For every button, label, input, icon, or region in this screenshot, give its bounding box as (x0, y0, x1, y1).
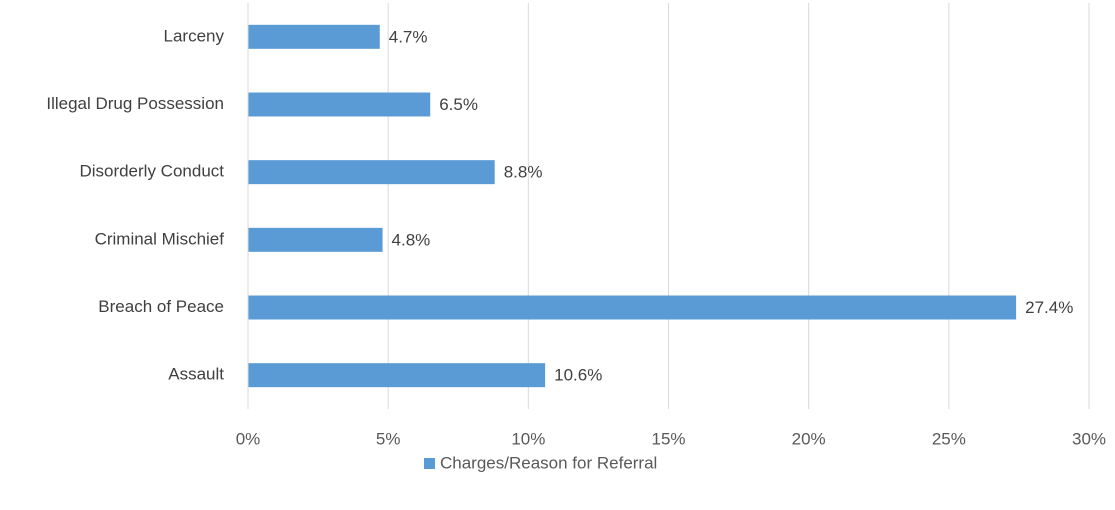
y-tick-label: Larceny (164, 26, 225, 45)
x-tick-label: 0% (236, 429, 261, 448)
y-tick-label: Breach of Peace (98, 297, 224, 316)
x-tick-label: 30% (1072, 429, 1106, 448)
bar (248, 227, 383, 252)
value-label: 8.8% (504, 163, 543, 182)
bar (248, 160, 495, 185)
value-label: 4.7% (389, 27, 428, 46)
x-tick-label: 5% (376, 429, 401, 448)
bar (248, 92, 431, 117)
x-tick-label: 15% (651, 429, 685, 448)
x-tick-label: 20% (792, 429, 826, 448)
y-tick-label: Assault (168, 365, 224, 384)
value-label: 10.6% (554, 366, 602, 385)
y-tick-label: Criminal Mischief (95, 229, 225, 248)
legend-label: Charges/Reason for Referral (440, 453, 657, 472)
bar (248, 363, 546, 388)
bar (248, 295, 1017, 320)
bar (248, 24, 380, 49)
legend-swatch (424, 458, 435, 469)
value-label: 4.8% (392, 230, 431, 249)
y-tick-label: Illegal Drug Possession (46, 94, 224, 113)
value-label: 6.5% (439, 95, 478, 114)
y-tick-label: Disorderly Conduct (79, 162, 224, 181)
value-label: 27.4% (1025, 298, 1073, 317)
x-tick-label: 10% (511, 429, 545, 448)
x-tick-label: 25% (932, 429, 966, 448)
